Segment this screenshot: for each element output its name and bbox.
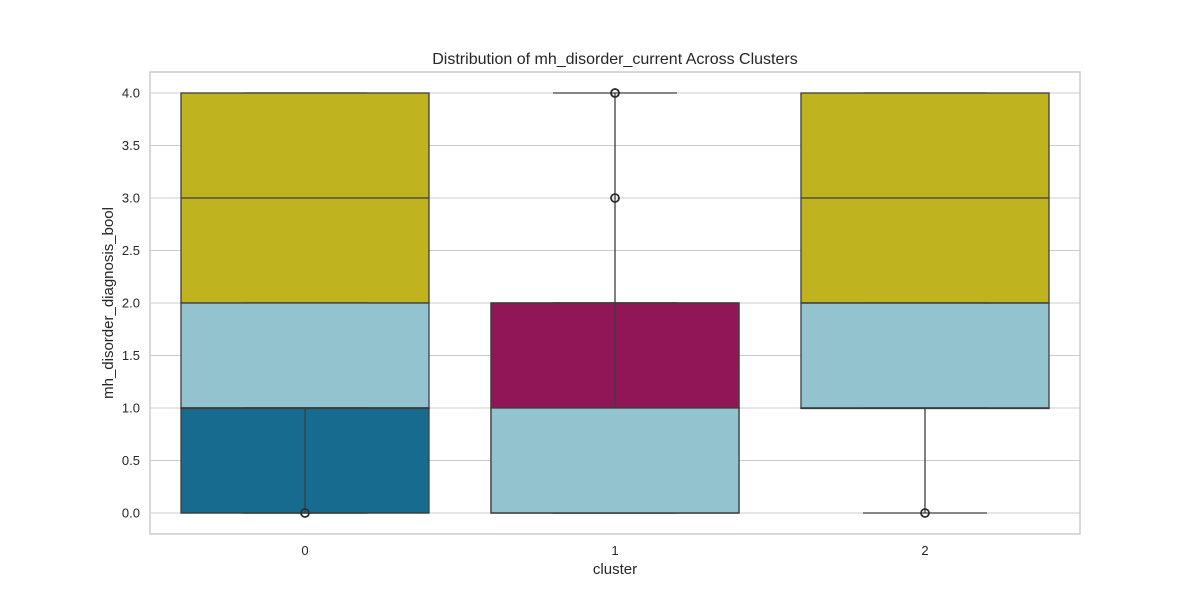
y-tick-label: 1.0 [122,401,140,416]
y-tick-label: 0.0 [122,506,140,521]
boxes [180,88,1050,518]
y-tick-label: 3.0 [122,191,140,206]
y-tick-label: 2.5 [122,243,140,258]
outlier-point [610,88,620,98]
y-tick-label: 1.5 [122,348,140,363]
x-tick-label: 2 [921,543,928,558]
y-tick-label: 4.0 [122,86,140,101]
box-0 [180,92,430,304]
x-axis-label: cluster [593,561,637,578]
box-0 [180,302,430,518]
y-tick-label: 2.0 [122,296,140,311]
x-tick-label: 0 [301,543,308,558]
box-2 [800,407,1050,518]
outlier-point [610,193,620,203]
plot-frame [149,71,1081,535]
box-1 [490,88,740,514]
y-tick-label: 0.5 [122,453,140,468]
box-rect [180,302,430,409]
outlier-point [300,508,310,518]
box-0 [180,407,430,518]
box-rect [490,407,740,514]
y-tick-label: 3.5 [122,138,140,153]
box-2 [800,92,1050,304]
tick-labels: 0.0 0.5 1.0 1.5 2.0 2.5 3.0 3.5 4.0 0 1 2 [122,86,929,559]
box-2 [800,302,1050,518]
outlier-point [920,508,930,518]
x-tick-label: 1 [611,543,618,558]
box-rect [800,302,1050,409]
chart-title: Distribution of mh_disorder_current Acro… [432,51,797,68]
y-axis-label: mh_disorder_diagnosis_bool [100,207,117,399]
